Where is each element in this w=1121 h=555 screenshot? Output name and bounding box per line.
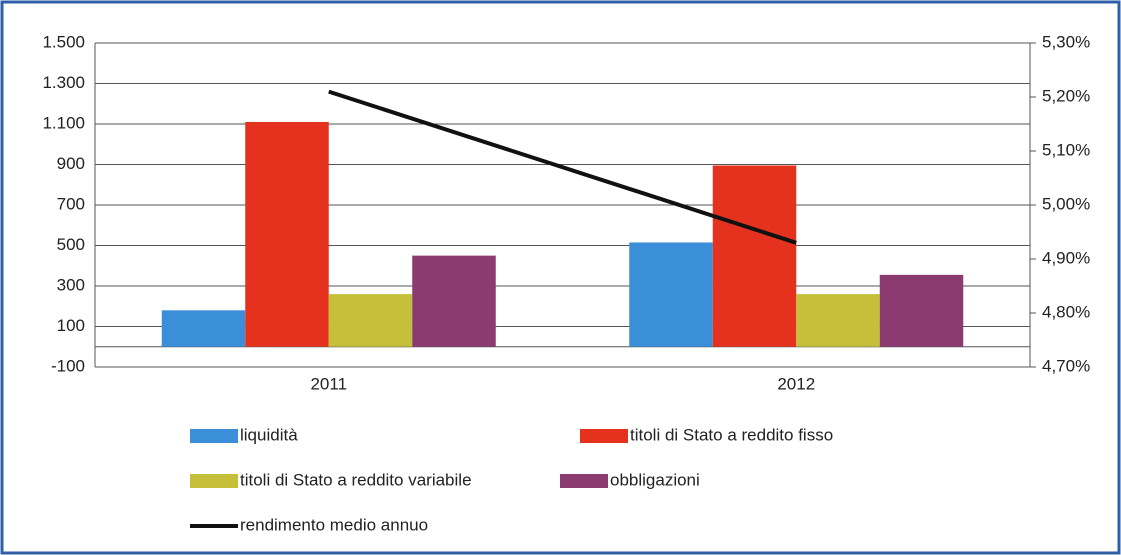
y2-tick-label: 5,30%: [1042, 32, 1090, 51]
legend-label: obbligazioni: [610, 470, 700, 489]
bar: [629, 242, 713, 347]
bar: [712, 165, 797, 347]
y-tick-label: 900: [57, 154, 85, 173]
y2-tick-label: 4,70%: [1042, 356, 1090, 375]
y2-tick-label: 4,90%: [1042, 248, 1090, 267]
x-tick-label: 2012: [777, 374, 815, 393]
y2-tick-label: 5,00%: [1042, 194, 1090, 213]
y-tick-label: 300: [57, 275, 85, 294]
legend-swatch: [190, 429, 238, 443]
bar: [879, 274, 964, 347]
y-tick-label: 1.500: [42, 32, 85, 51]
y2-tick-label: 5,10%: [1042, 140, 1090, 159]
y-tick-label: -100: [51, 356, 85, 375]
x-tick-label: 2011: [310, 374, 347, 393]
legend-label: titoli di Stato a reddito variabile: [240, 470, 472, 489]
bar: [161, 310, 246, 347]
line-series: [328, 89, 797, 245]
y-tick-label: 1.300: [42, 73, 85, 92]
y-tick-label: 100: [57, 316, 85, 335]
legend-label: rendimento medio annuo: [240, 515, 428, 534]
y-tick-label: 700: [57, 194, 85, 213]
bar: [796, 294, 880, 347]
y2-tick-label: 5,20%: [1042, 86, 1090, 105]
bar: [245, 121, 329, 347]
y2-tick-label: 4,80%: [1042, 302, 1090, 321]
legend-swatch: [580, 429, 628, 443]
legend-label: liquidità: [240, 425, 298, 444]
bar: [412, 255, 496, 347]
y-tick-label: 500: [57, 235, 85, 254]
y-tick-label: 1.100: [42, 113, 85, 132]
legend-swatch: [560, 474, 608, 488]
legend-swatch: [190, 474, 238, 488]
legend-label: titoli di Stato a reddito fisso: [630, 425, 833, 444]
bar: [328, 294, 413, 347]
